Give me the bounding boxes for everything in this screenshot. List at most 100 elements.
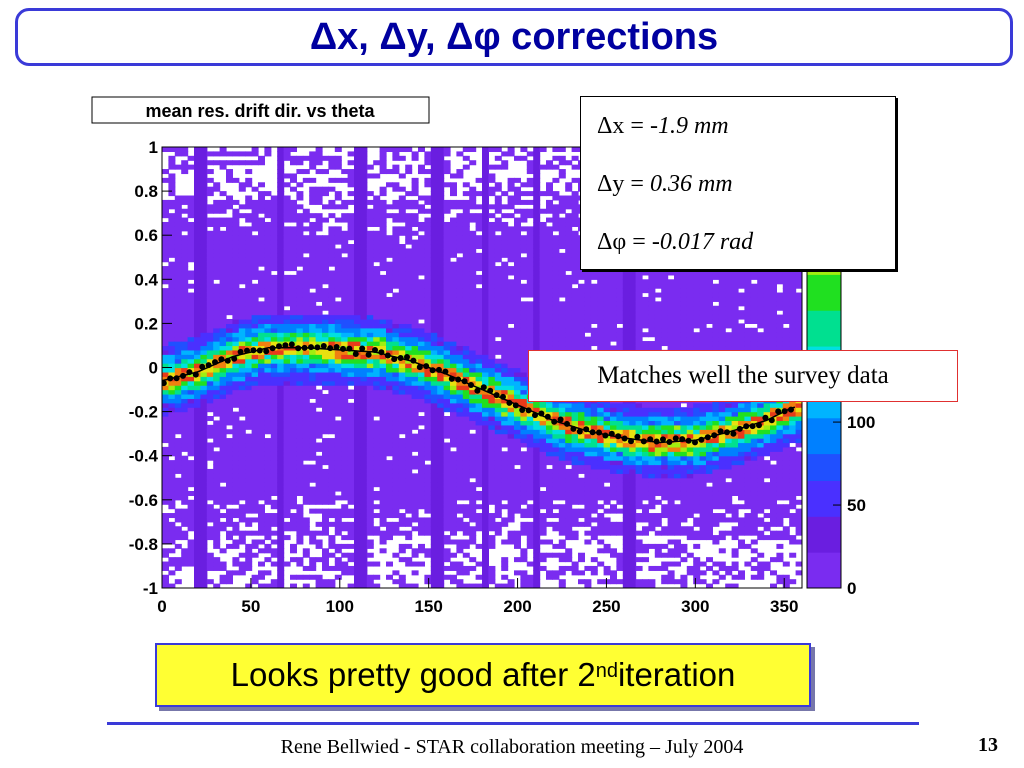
heatmap-cell [194,147,201,153]
heatmap-cell [354,411,361,417]
heatmap-cell [322,301,329,307]
heatmap-cell [309,535,317,541]
heatmap-cell [162,314,169,320]
heatmap-cell [181,147,189,153]
heatmap-cell [347,336,355,342]
heatmap-cell [219,499,227,505]
heatmap-cell [450,416,457,422]
heatmap-cell [296,513,304,519]
heatmap-cell [430,160,438,166]
heatmap-cell [322,473,329,479]
heatmap-cell [488,204,496,210]
heatmap-cell [309,270,317,276]
heatmap-cell [238,186,246,192]
heatmap-cell [328,579,336,585]
heatmap-cell [450,477,457,483]
heatmap-cell [462,455,470,461]
heatmap-cell [290,420,297,426]
heatmap-cell [334,407,342,413]
heatmap-cell [264,318,272,324]
heatmap-cell [398,398,406,404]
heatmap-cell [213,499,221,505]
heatmap-cell [283,402,291,408]
heatmap-cell [302,354,310,360]
heatmap-cell [328,327,336,333]
heatmap-cell [334,310,342,316]
heatmap-cell [328,336,336,342]
heatmap-cell [328,164,336,170]
heatmap-cell [494,486,502,492]
heatmap-cell [469,517,477,523]
heatmap-cell [430,574,438,580]
heatmap-cell [322,261,329,267]
heatmap-cell [424,490,432,496]
heatmap-cell [322,380,329,386]
heatmap-cell [475,468,483,474]
heatmap-cell [200,199,208,205]
heatmap-cell [219,407,227,413]
heatmap-cell [302,323,310,329]
heatmap-cell [328,274,336,280]
heatmap-cell [469,310,477,316]
heatmap-cell [168,548,176,554]
heatmap-cell [360,561,368,567]
heatmap-cell [258,332,265,338]
heatmap-cell [354,473,361,479]
heatmap-cell [501,517,509,523]
heatmap-cell [507,407,515,413]
heatmap-cell [398,482,406,488]
heatmap-cell [206,389,214,395]
heatmap-cell [379,477,387,483]
heatmap-cell [181,429,189,435]
heatmap-cell [226,195,233,201]
heatmap-cell [245,411,253,417]
heatmap-cell [437,557,445,563]
heatmap-cell [226,169,233,175]
heatmap-cell [405,248,413,254]
heatmap-cell [245,235,253,241]
heatmap-cell [507,499,515,505]
heatmap-cell [270,266,278,272]
heatmap-cell [392,151,400,157]
heatmap-cell [174,438,182,444]
heatmap-cell [507,482,515,488]
heatmap-cell [398,358,406,364]
heatmap-cell [200,310,208,316]
heatmap-cell [379,517,387,523]
heatmap-cell [270,451,278,457]
heatmap-cell [507,345,515,351]
heatmap-cell [430,530,438,536]
heatmap-cell [507,539,515,545]
heatmap-cell [277,217,285,223]
heatmap-cell [277,323,285,329]
heatmap-cell [354,526,361,532]
heatmap-cell [270,411,278,417]
heatmap-cell [520,411,528,417]
heatmap-cell [430,451,438,457]
heatmap-cell [258,521,265,527]
heatmap-cell [494,398,502,404]
heatmap-cell [264,261,272,267]
heatmap-cell [456,411,464,417]
heatmap-cell [270,226,278,232]
heatmap-cell [546,521,553,527]
heatmap-cell [482,495,489,501]
heatmap-cell [200,451,208,457]
heatmap-cell [456,261,464,267]
heatmap-cell [174,151,182,157]
heatmap-cell [341,274,349,280]
heatmap-cell [379,169,387,175]
heatmap-cell [347,411,355,417]
heatmap-cell [424,235,432,241]
heatmap-cell [398,296,406,302]
heatmap-cell [411,327,419,333]
heatmap-cell [309,354,317,360]
heatmap-cell [526,477,534,483]
heatmap-cell [251,468,259,474]
heatmap-cell [162,473,169,479]
heatmap-cell [341,358,349,364]
heatmap-cell [462,323,470,329]
heatmap-cell [277,296,285,302]
heatmap-cell [328,451,336,457]
heatmap-cell [206,239,214,245]
